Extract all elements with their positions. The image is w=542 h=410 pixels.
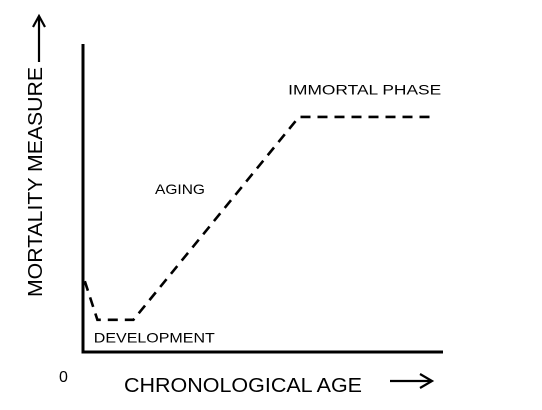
y-axis-label: MORTALITY MEASURE — [25, 67, 47, 297]
y-axis-arrow-icon — [32, 13, 46, 62]
x-axis-arrow-icon — [390, 373, 435, 389]
mortality-curve-line — [83, 115, 433, 322]
annotation-development: DEVELOPMENT — [94, 329, 215, 345]
x-axis-label: CHRONOLOGICAL AGE — [124, 375, 362, 397]
annotation-aging: AGING — [155, 181, 205, 197]
annotation-immortal-phase: IMMORTAL PHASE — [288, 81, 441, 97]
origin-label: 0 — [59, 369, 68, 386]
